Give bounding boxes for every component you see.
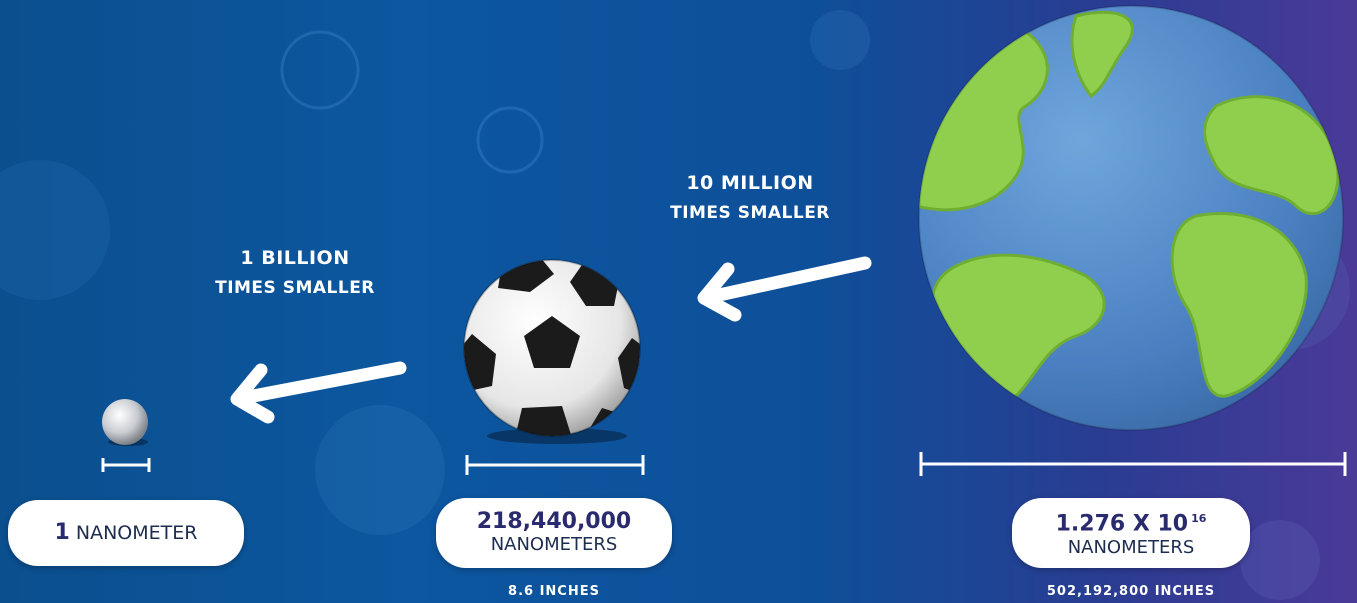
- marble-size-unit: NANOMETER: [75, 522, 198, 544]
- earth-size-exponent: 16: [1191, 512, 1207, 526]
- marble-size-value: 1: [54, 520, 70, 545]
- comparison-10-million-line2: TIMES SMALLER: [670, 203, 830, 223]
- marble-size-pill: 1 NANOMETER: [8, 500, 244, 566]
- earth-size-unit: NANOMETERS: [1067, 536, 1195, 558]
- earth-size-base: 1.276 X 10: [1055, 511, 1189, 537]
- arrow-left-icon: [230, 361, 407, 424]
- earth-inches: 502,192,800 INCHES: [1046, 584, 1216, 599]
- soccer-ball-size-pill: 218,440,000 NANOMETERS: [436, 498, 672, 568]
- soccer-ball-size-unit: NANOMETERS: [490, 534, 618, 555]
- comparison-1-billion-line2: TIMES SMALLER: [215, 278, 375, 298]
- marble-icon: [102, 399, 148, 446]
- scale-bar-soccer-ball: [465, 455, 645, 475]
- earth-size-pill: 1.276 X 10 16 NANOMETERS: [1012, 498, 1250, 568]
- earth-size-value: 1.276 X 10 16: [1056, 507, 1207, 536]
- comparison-label-1-billion: 1 BILLION TIMES SMALLER: [205, 243, 385, 303]
- scale-bar-earth: [919, 452, 1347, 476]
- earth-globe-icon: [918, 5, 1344, 431]
- comparison-10-million-line1: 10 MILLION: [686, 172, 814, 194]
- soccer-ball-size-value: 218,440,000: [476, 509, 632, 534]
- soccer-ball-inches: 8.6 INCHES: [508, 584, 600, 599]
- arrow-left-icon: [697, 256, 872, 322]
- comparison-1-billion-line1: 1 BILLION: [240, 247, 350, 269]
- comparison-label-10-million: 10 MILLION TIMES SMALLER: [660, 168, 840, 228]
- soccer-ball-icon: [463, 259, 641, 444]
- scale-bar-marble: [101, 458, 151, 472]
